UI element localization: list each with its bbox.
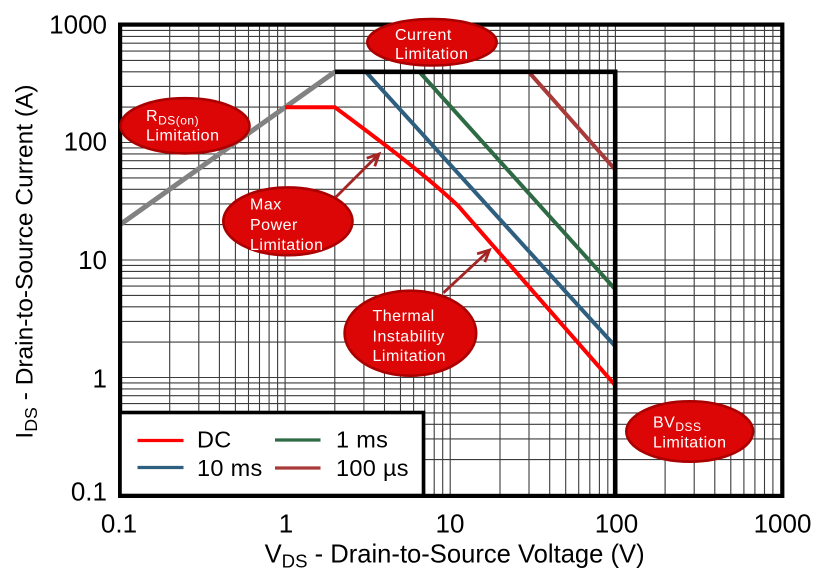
svg-text:1: 1 — [279, 509, 293, 539]
svg-text:Limitation: Limitation — [250, 237, 323, 254]
svg-text:Thermal: Thermal — [373, 308, 435, 325]
svg-text:Power: Power — [250, 217, 298, 234]
svg-text:BVDSS: BVDSS — [653, 415, 702, 435]
svg-text:10: 10 — [78, 245, 107, 275]
svg-text:DC: DC — [197, 427, 232, 453]
svg-text:10 ms: 10 ms — [197, 455, 263, 481]
svg-text:IDS - Drain-to-Source Current: IDS - Drain-to-Source Current (A) — [12, 84, 42, 438]
svg-text:Instability: Instability — [373, 329, 445, 346]
svg-text:1: 1 — [93, 364, 107, 394]
svg-text:10: 10 — [436, 509, 465, 539]
svg-text:Limitation: Limitation — [395, 46, 468, 63]
svg-text:0.1: 0.1 — [71, 477, 107, 507]
svg-text:Limitation: Limitation — [653, 435, 726, 452]
svg-text:1000: 1000 — [754, 509, 812, 539]
svg-text:1 ms: 1 ms — [336, 427, 388, 453]
svg-text:Max: Max — [250, 196, 282, 213]
svg-text:1000: 1000 — [49, 10, 107, 40]
svg-text:Limitation: Limitation — [373, 348, 446, 365]
svg-text:100: 100 — [64, 127, 107, 157]
svg-text:Current: Current — [395, 27, 452, 44]
svg-text:RDS(on): RDS(on) — [146, 108, 199, 128]
svg-text:VDS - Drain-to-Source Voltage: VDS - Drain-to-Source Voltage (V) — [265, 541, 645, 572]
svg-text:Limitation: Limitation — [146, 128, 219, 145]
svg-text:0.1: 0.1 — [101, 509, 137, 539]
svg-text:100 µs: 100 µs — [336, 455, 409, 481]
svg-text:100: 100 — [595, 509, 638, 539]
